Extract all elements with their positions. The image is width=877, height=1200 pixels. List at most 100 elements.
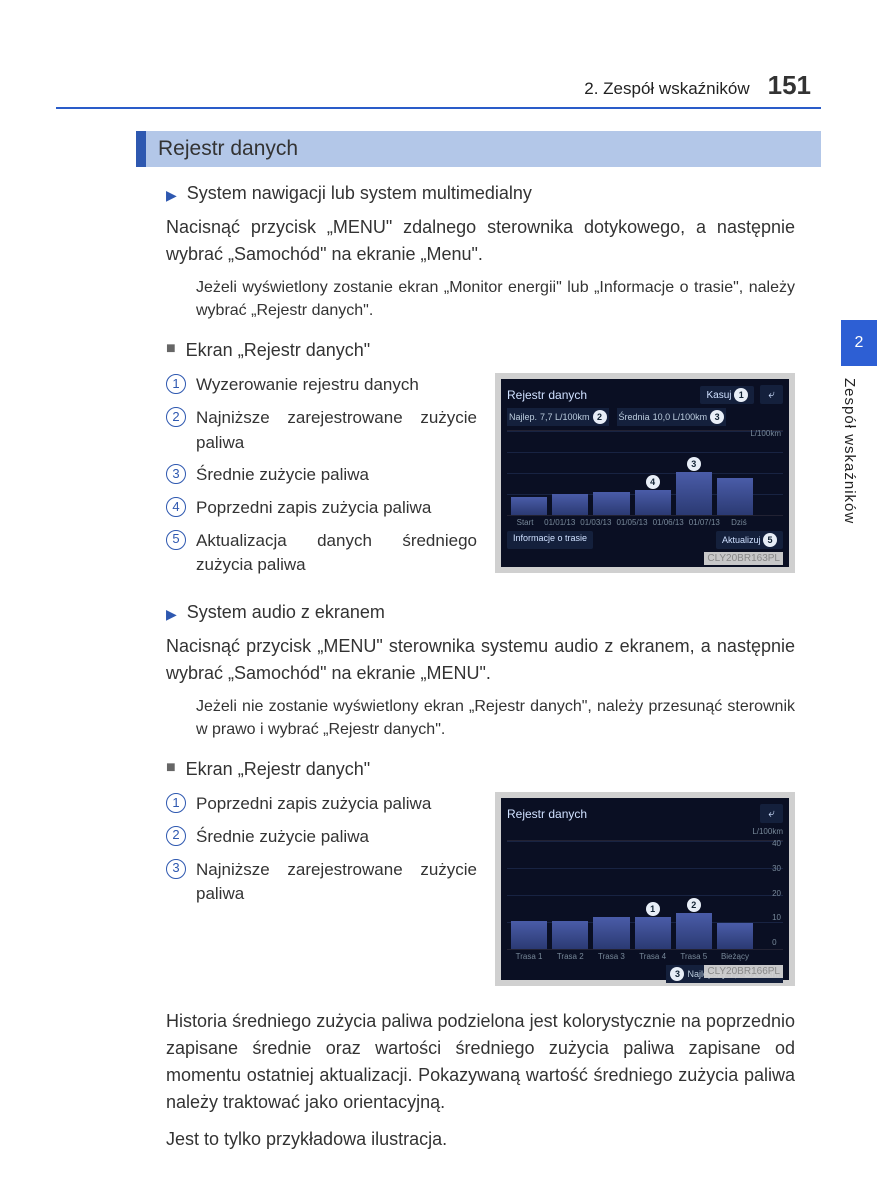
chart-bar: 1 (635, 917, 671, 949)
shot2-title: Rejestr danych (507, 807, 587, 821)
list-item-text: Najniższe zarejestrowane zużycie paliwa (196, 406, 477, 455)
side-tab-label: Zespół wskaźników (841, 366, 858, 524)
shot2-caption: CLY20BR166PL (704, 965, 783, 978)
chart-bar (593, 492, 629, 516)
columns-1: 1Wyzerowanie rejestru danych2Najniższe z… (166, 373, 795, 585)
chart-bar (717, 478, 753, 515)
page-header: 2. Zespół wskaźników 151 (56, 70, 821, 101)
side-tab-number: 2 (841, 320, 877, 366)
list-item-text: Poprzedni zapis zużycia paliwa (196, 792, 477, 817)
subheading-nav-system: ▶ System nawigacji lub system multimedia… (166, 183, 795, 204)
content-area: ▶ System nawigacji lub system multimedia… (166, 183, 795, 1153)
callout-2-icon: 2 (593, 410, 607, 424)
paragraph: Nacisnąć przycisk „MENU" sterownika syst… (166, 633, 795, 687)
list-number-icon: 1 (166, 374, 186, 394)
list-item: 2Średnie zużycie paliwa (166, 825, 477, 850)
list-number-icon: 2 (166, 826, 186, 846)
avg-metric: Średnia 10,0 L/100km 3 (617, 408, 727, 426)
closing-paragraph-2: Jest to tylko przykładowa ilustracja. (166, 1126, 795, 1153)
callout-icon: 2 (687, 898, 701, 912)
shot1-chart: 43 L/100km (507, 430, 783, 516)
header-rule (56, 107, 821, 109)
back-button[interactable]: ⤶ (760, 385, 783, 404)
callout-1-icon: 1 (734, 388, 748, 402)
list-item-text: Aktualizacja danych średniego zużycia pa… (196, 529, 477, 578)
list-item-text: Najniższe zarejestrowane zużycie paliwa (196, 858, 477, 907)
axis-tick: 20 (772, 889, 781, 898)
axis-label: Start (511, 518, 539, 527)
callout-icon: 1 (646, 902, 660, 916)
callout-icon: 3 (687, 457, 701, 471)
axis-label: Trasa 1 (511, 952, 547, 961)
axis-label: 01/05/13 (616, 518, 647, 527)
section-band: Rejestr danych (136, 131, 821, 167)
axis-label: 01/01/13 (544, 518, 575, 527)
list-item: 1 Wyzerowanie rejestru danych (166, 373, 477, 398)
axis-label: 01/06/13 (653, 518, 684, 527)
columns-2: 1 Poprzedni zapis zużycia paliwa 2Średnie … (166, 792, 795, 986)
page-number: 151 (768, 70, 811, 101)
screenshot-2: Rejestr danych ⤶ L/100km 12 403020100 Tr… (495, 792, 795, 986)
axis-tick: 30 (772, 864, 781, 873)
side-tab: 2 Zespół wskaźników (841, 320, 877, 524)
chart-bar: 4 (635, 490, 671, 515)
screenshot-1: Rejestr danych Kasuj 1 ⤶ Najlep. 7,7 L/1… (495, 373, 795, 573)
axis-label: Bieżący (717, 952, 753, 961)
list-item: 3Najniższe zarejestrowane zużycie paliwa (166, 858, 477, 907)
update-button[interactable]: Aktualizuj 5 (716, 531, 783, 549)
shot1-yunit: L/100km (750, 429, 781, 438)
band-title: Rejestr danych (146, 131, 821, 167)
axis-label: Dziś (725, 518, 753, 527)
subheading-text: System nawigacji lub system multimedialn… (187, 183, 532, 204)
page-content: 2. Zespół wskaźników 151 Rejestr danych … (56, 70, 821, 1153)
chart-bar (717, 923, 753, 949)
subheading-text: System audio z ekranem (187, 602, 385, 623)
list-item: 2Najniższe zarejestrowane zużycie paliwa (166, 406, 477, 455)
square-bullet-icon: ■ (166, 340, 176, 361)
list-number-icon: 1 (166, 793, 186, 813)
arrow-icon: ▶ (166, 606, 177, 623)
chart-bar: 2 (676, 913, 712, 950)
shot2-yunit: L/100km (507, 827, 783, 836)
callout-5-icon: 5 (763, 533, 777, 547)
chart-bar: 3 (676, 472, 712, 516)
note-paragraph: Jeżeli wyświetlony zostanie ekran „Monit… (196, 276, 795, 322)
list-number-icon: 5 (166, 530, 186, 550)
note-paragraph: Jeżeli nie zostanie wyświetlony ekran „R… (196, 695, 795, 741)
screen-heading-text: Ekran „Rejestr danych" (186, 340, 370, 361)
axis-label: 01/07/13 (689, 518, 720, 527)
callout-3-icon: 3 (710, 410, 724, 424)
clear-button[interactable]: Kasuj 1 (700, 386, 754, 404)
list-number-icon: 3 (166, 464, 186, 484)
list-item: 5 Aktualizacja danych średniego zużycia p… (166, 529, 477, 578)
band-accent (136, 131, 146, 167)
screen-heading-text: Ekran „Rejestr danych" (186, 759, 370, 780)
list-item-text: Poprzedni zapis zużycia paliwa (196, 496, 477, 521)
callout-3-icon: 3 (670, 967, 684, 981)
list-item-text: Wyzerowanie rejestru danych (196, 373, 477, 398)
section-label: 2. Zespół wskaźników (584, 79, 749, 99)
chart-bar (511, 497, 547, 515)
shot2-chart: 12 403020100 (507, 840, 783, 950)
shot1-title: Rejestr danych (507, 388, 587, 402)
axis-label: 01/03/13 (580, 518, 611, 527)
chart-bar (552, 921, 588, 949)
axis-tick: 10 (772, 913, 781, 922)
chart-bar (593, 917, 629, 949)
chart-bar (511, 921, 547, 949)
shot1-caption: CLY20BR163PL (704, 552, 783, 565)
list-item: 1 Poprzedni zapis zużycia paliwa (166, 792, 477, 817)
list-number-icon: 4 (166, 497, 186, 517)
paragraph: Nacisnąć przycisk „MENU" zdalnego sterow… (166, 214, 795, 268)
axis-label: Trasa 4 (635, 952, 671, 961)
screen-heading-2: ■ Ekran „Rejestr danych" (166, 759, 795, 780)
axis-label: Trasa 2 (552, 952, 588, 961)
screen-heading-1: ■ Ekran „Rejestr danych" (166, 340, 795, 361)
list-column-2: 1 Poprzedni zapis zużycia paliwa 2Średnie … (166, 792, 477, 915)
axis-tick: 0 (772, 938, 781, 947)
trip-info-button[interactable]: Informacje o trasie (507, 531, 593, 549)
axis-label: Trasa 3 (593, 952, 629, 961)
list-item-text: Średnie zużycie paliwa (196, 463, 477, 488)
arrow-icon: ▶ (166, 187, 177, 204)
back-button[interactable]: ⤶ (760, 804, 783, 823)
